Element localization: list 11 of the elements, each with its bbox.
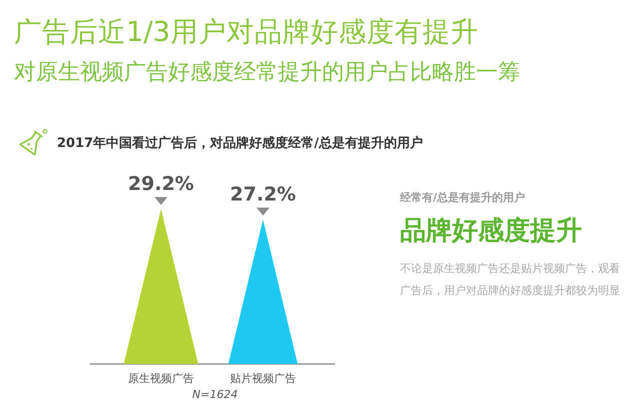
data-label: 27.2% xyxy=(230,184,296,206)
text: 不论是原生视频广告还是贴片视频广告，观看广告后，用户对品牌的好感度提升都较为明显 xyxy=(400,262,620,297)
x-tick-label: 贴片视频广告 xyxy=(230,372,296,385)
x-tick-label: 原生视频广告 xyxy=(128,372,194,385)
text: N=1624 xyxy=(192,388,238,401)
text: 品牌好感度提升 xyxy=(400,216,582,246)
text: 经常有/总是有提升的用户 xyxy=(399,191,526,204)
text: 2017年中国看过广告后，对品牌好感度经常/总是有提升的用户 xyxy=(57,135,423,151)
chart-title: 广告后近1/3用户对品牌好感度有提升 xyxy=(14,16,478,48)
data-label: 29.2% xyxy=(128,173,194,195)
chart-subtitle: 对原生视频广告好感度经常提升的用户占比略胜一筹 xyxy=(14,60,520,85)
